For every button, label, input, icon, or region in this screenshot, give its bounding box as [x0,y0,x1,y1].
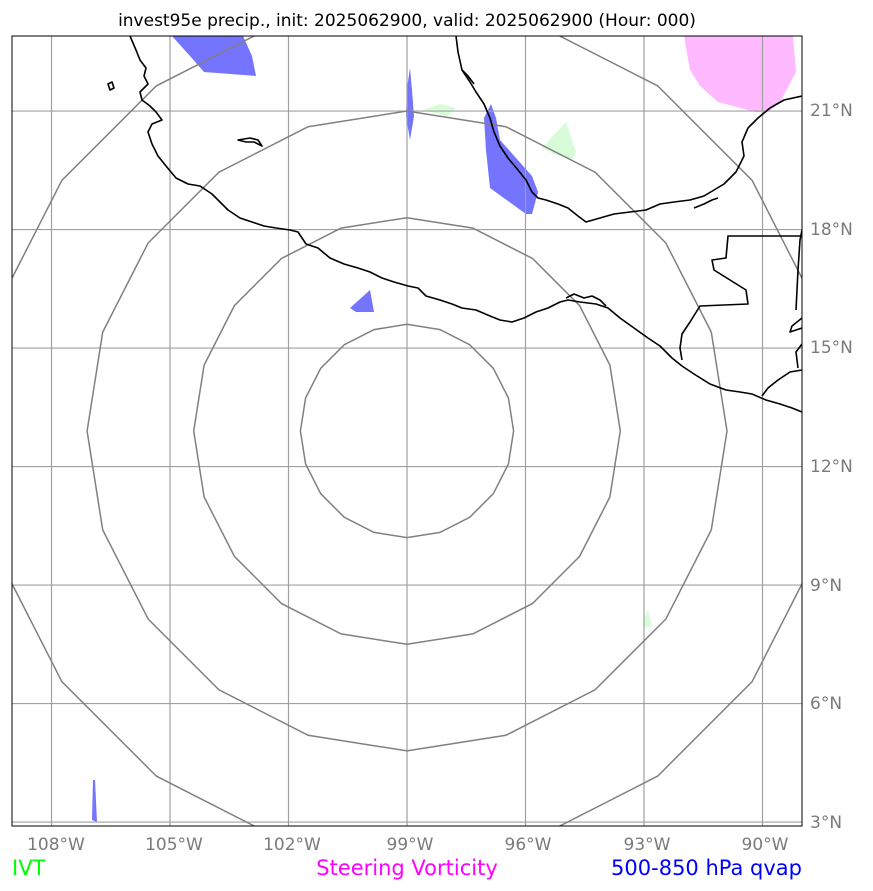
coastline-gulf-hook [461,69,475,85]
lon-label: 108°W [27,835,85,855]
range-ring [192,216,622,646]
legend-steering-vorticity: Steering Vorticity [316,856,498,880]
border-guatemala [679,235,802,361]
qvap-patch [406,68,414,140]
map-frame [11,35,803,827]
lon-label: 102°W [263,835,321,855]
border-elsalvador [761,369,802,397]
coast-island [107,81,115,91]
legend-qvap: 500-850 hPa qvap [611,856,802,880]
lat-label: 15°N [810,338,853,358]
range-ring [12,36,802,826]
ivt-patch [542,122,576,160]
lat-label: 9°N [810,576,842,596]
map-title: invest95e precip., init: 2025062900, val… [118,11,696,31]
qvap-patch [350,290,374,312]
vorticity-patch [684,36,796,112]
latitude-labels: 21°N 18°N 15°N 12°N 9°N 6°N 3°N [810,101,853,833]
coast-nicaragua [795,343,802,369]
coastlines [107,36,802,413]
coast-yucatan-lagoon [693,197,719,209]
lon-label: 96°W [505,835,552,855]
coast-isthmus-lagoon [565,293,607,307]
plot-area [12,36,802,826]
range-ring [299,323,515,539]
lat-label: 12°N [810,457,853,477]
lon-label: 93°W [624,835,671,855]
range-ring [86,110,728,752]
qvap-patch [92,780,97,822]
range-rings [12,36,802,826]
ivt-patch [422,104,456,116]
lat-label: 21°N [810,101,853,121]
qvap-patch [484,104,538,214]
coast-honduras [789,317,802,333]
coastline-gulf [455,36,802,223]
border-belize [795,229,802,311]
lat-label: 18°N [810,220,853,240]
lat-label: 3°N [810,813,842,833]
lon-label: 99°W [387,835,434,855]
legend: IVT Steering Vorticity 500-850 hPa qvap [12,856,802,880]
ivt-patch [643,610,652,628]
legend-ivt: IVT [12,856,46,880]
coastline-mexico-pacific [129,36,802,413]
lat-label: 6°N [810,694,842,714]
gridlines [12,36,802,826]
lon-label: 90°W [742,835,789,855]
longitude-labels: 108°W 105°W 102°W 99°W 96°W 93°W 90°W [27,835,789,855]
coast-baja-tip [237,137,263,147]
lon-label: 105°W [145,835,203,855]
